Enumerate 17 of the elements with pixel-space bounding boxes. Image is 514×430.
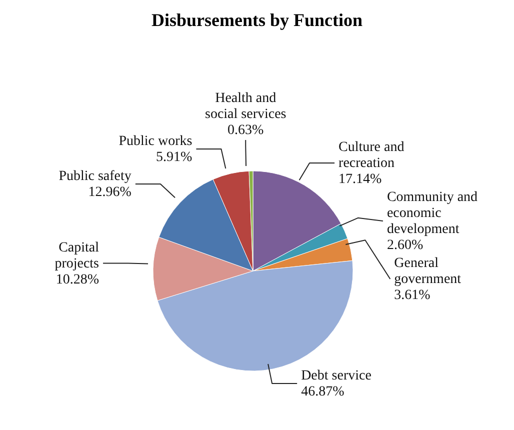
slice-label: Public works [118, 134, 192, 150]
slice-label: Capital projects [54, 240, 100, 272]
slice-label: General government [394, 256, 462, 287]
data-label: 2.60% [386, 238, 424, 253]
data-label: 17.14% [338, 172, 382, 187]
data-label: 3.61% [394, 288, 431, 303]
data-label: 12.96% [88, 184, 132, 200]
slice-label: Community and economic development [386, 190, 478, 237]
slice-label: Culture and recreation [338, 140, 404, 171]
slice-label: Public safety [58, 168, 132, 184]
data-label: 46.87% [301, 384, 345, 400]
slice-label: Debt service [301, 368, 372, 384]
slice-label: Health and social services [205, 91, 286, 122]
data-label: 0.63% [228, 123, 264, 138]
data-label: 10.28% [56, 272, 100, 288]
data-label: 5.91% [156, 150, 193, 166]
chart-title: Disbursements by Function [150, 10, 364, 31]
